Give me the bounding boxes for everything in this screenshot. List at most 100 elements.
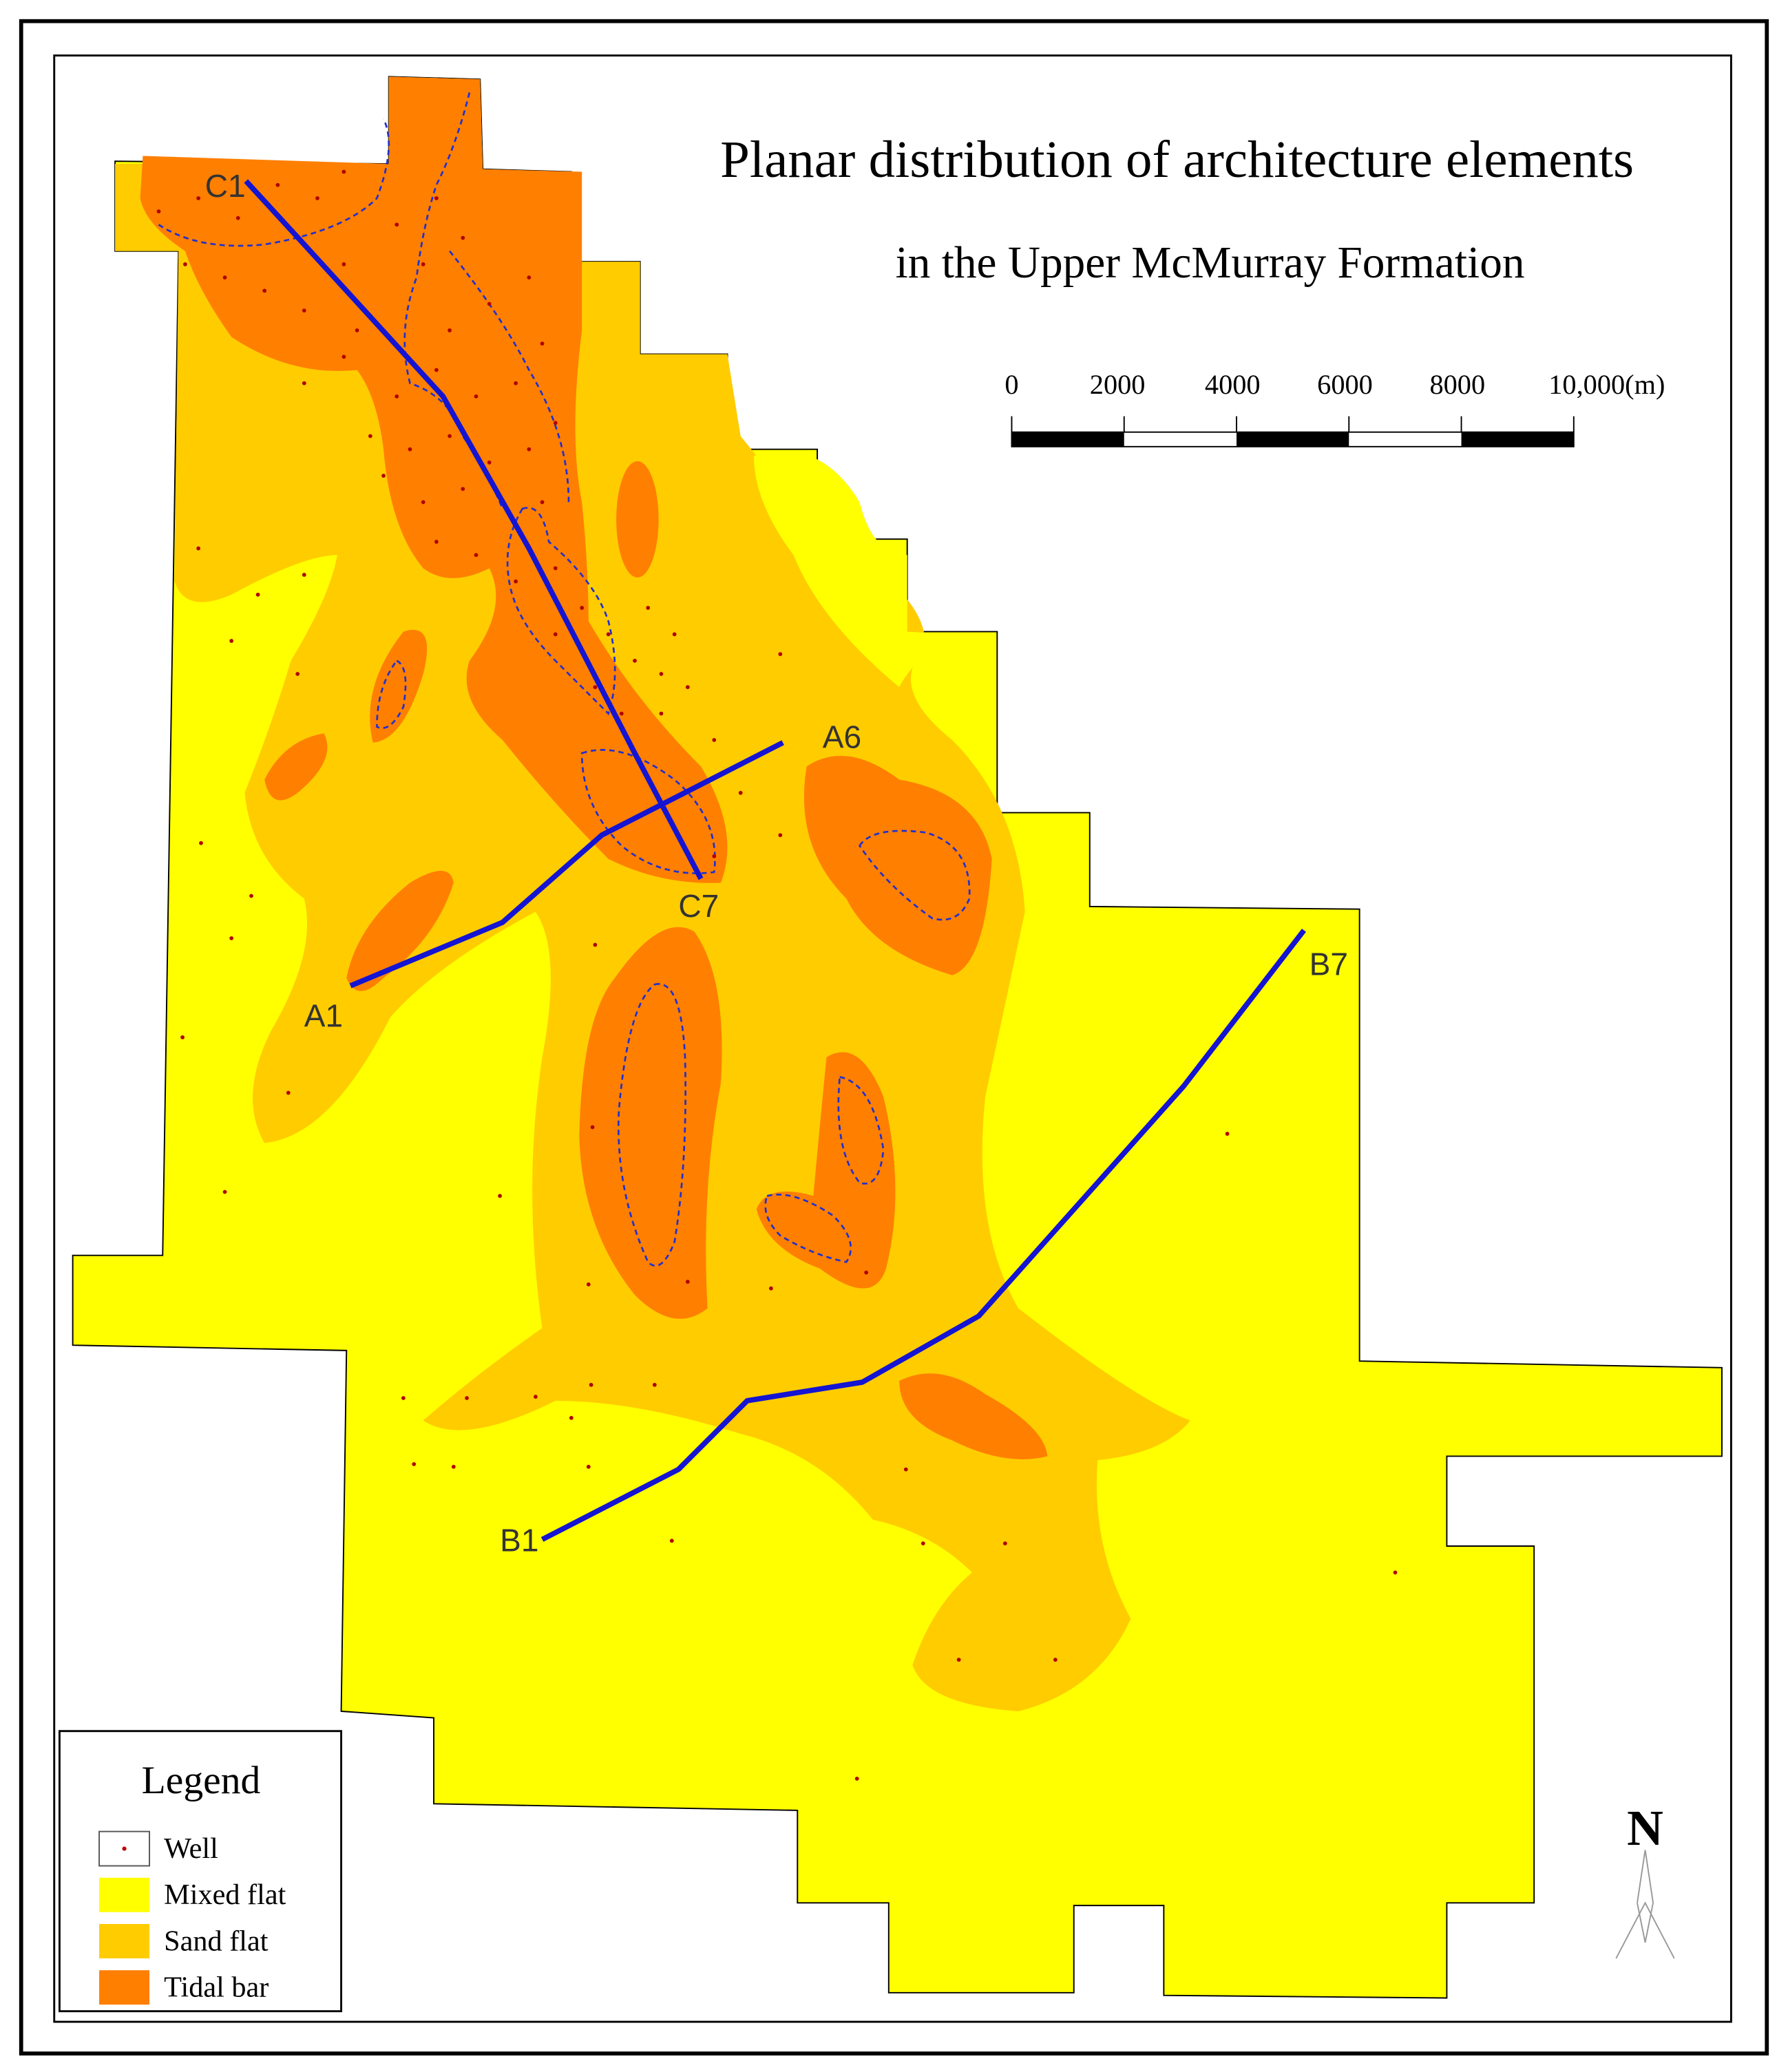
well xyxy=(448,434,452,438)
well xyxy=(534,1395,538,1399)
well xyxy=(412,1462,417,1466)
well xyxy=(395,222,399,227)
well xyxy=(778,652,783,657)
well xyxy=(229,936,234,940)
north-arrow-needle xyxy=(1637,1850,1654,1943)
well xyxy=(646,606,651,610)
well xyxy=(553,421,558,425)
well xyxy=(712,738,717,742)
well xyxy=(778,833,783,838)
well xyxy=(315,196,319,200)
section-labels: C1 C7 A1 A6 B1 B7 xyxy=(205,168,1348,1558)
well xyxy=(956,1658,961,1662)
legend-box xyxy=(58,1730,343,2013)
well xyxy=(461,487,465,491)
well xyxy=(235,215,240,220)
well xyxy=(421,500,425,505)
well xyxy=(249,894,253,898)
well xyxy=(864,1270,869,1275)
scale-label: 8000 xyxy=(1429,369,1485,400)
well xyxy=(255,592,260,597)
tidal-bar xyxy=(264,733,328,801)
well xyxy=(408,447,412,452)
tidal-bar xyxy=(803,756,992,975)
well xyxy=(553,566,558,571)
tidal-bar xyxy=(899,1373,1048,1459)
well xyxy=(606,632,611,637)
mixed-flat-window xyxy=(753,451,953,688)
well xyxy=(669,1539,674,1543)
well xyxy=(659,672,664,676)
legend-label: Sand flat xyxy=(164,1925,269,1957)
north-label: N xyxy=(1627,1800,1663,1856)
well xyxy=(590,1125,595,1130)
legend-well-dot xyxy=(122,1846,127,1851)
dashed-outline xyxy=(376,659,407,729)
north-arrow: N xyxy=(1615,1800,1675,1959)
scale-label: 10,000(m) xyxy=(1548,369,1665,400)
well xyxy=(738,790,743,795)
well xyxy=(295,672,300,676)
dashed-outline xyxy=(764,1194,852,1263)
well xyxy=(461,235,465,240)
well xyxy=(487,302,492,306)
section-label: A6 xyxy=(823,719,861,755)
scale-label: 6000 xyxy=(1317,369,1373,400)
well xyxy=(586,1282,591,1287)
legend-label: Tidal bar xyxy=(164,1971,269,2004)
well xyxy=(302,308,306,313)
well xyxy=(1053,1658,1058,1662)
well xyxy=(586,1464,591,1469)
well xyxy=(659,711,664,716)
well xyxy=(180,1035,185,1039)
well xyxy=(593,685,598,690)
well xyxy=(401,1396,406,1400)
tidal-bar xyxy=(140,76,728,883)
legend-swatch xyxy=(99,1924,150,1958)
tidal-bar xyxy=(370,630,428,743)
dashed-outline xyxy=(580,749,716,874)
well xyxy=(229,639,234,643)
well xyxy=(341,355,346,359)
well xyxy=(474,394,478,399)
dashed-outlines xyxy=(158,92,971,1267)
legend-label: Well xyxy=(164,1832,218,1865)
scale-label: 4000 xyxy=(1205,369,1261,400)
well xyxy=(1225,1132,1230,1136)
legend-label: Mixed flat xyxy=(164,1879,286,1911)
well xyxy=(672,632,677,637)
well xyxy=(196,546,201,551)
well xyxy=(434,368,439,372)
well xyxy=(553,632,558,637)
well xyxy=(183,262,187,266)
scale-label: 2000 xyxy=(1090,369,1146,400)
well xyxy=(434,196,439,200)
well xyxy=(222,275,227,280)
well xyxy=(286,1090,291,1095)
legend-title: Legend xyxy=(142,1759,261,1802)
well xyxy=(514,579,518,584)
map-title: Planar distribution of architecture elem… xyxy=(720,130,1634,189)
well xyxy=(854,1776,859,1781)
scale-bar-segment xyxy=(1237,432,1349,447)
legend: Legend Well Mixed flat Sand flat Tidal b… xyxy=(58,1730,343,2013)
well xyxy=(451,1464,456,1469)
well xyxy=(540,341,545,346)
well xyxy=(580,606,585,610)
wells xyxy=(156,169,1398,1781)
well xyxy=(903,1467,908,1472)
section-label: C7 xyxy=(678,888,719,924)
well xyxy=(302,573,306,577)
well xyxy=(921,1541,925,1546)
tidal-bars xyxy=(140,76,1048,1459)
map-subtitle: in the Upper McMurray Formation xyxy=(896,238,1525,288)
well xyxy=(1393,1570,1398,1575)
section-line-a xyxy=(349,740,784,989)
well xyxy=(341,262,346,266)
well xyxy=(368,434,372,438)
well xyxy=(395,394,399,399)
section-label: B7 xyxy=(1310,947,1348,982)
scale-bar: 0 2000 4000 6000 8000 10,000(m) xyxy=(1005,369,1665,447)
well xyxy=(434,540,439,544)
section-label: A1 xyxy=(304,998,343,1034)
